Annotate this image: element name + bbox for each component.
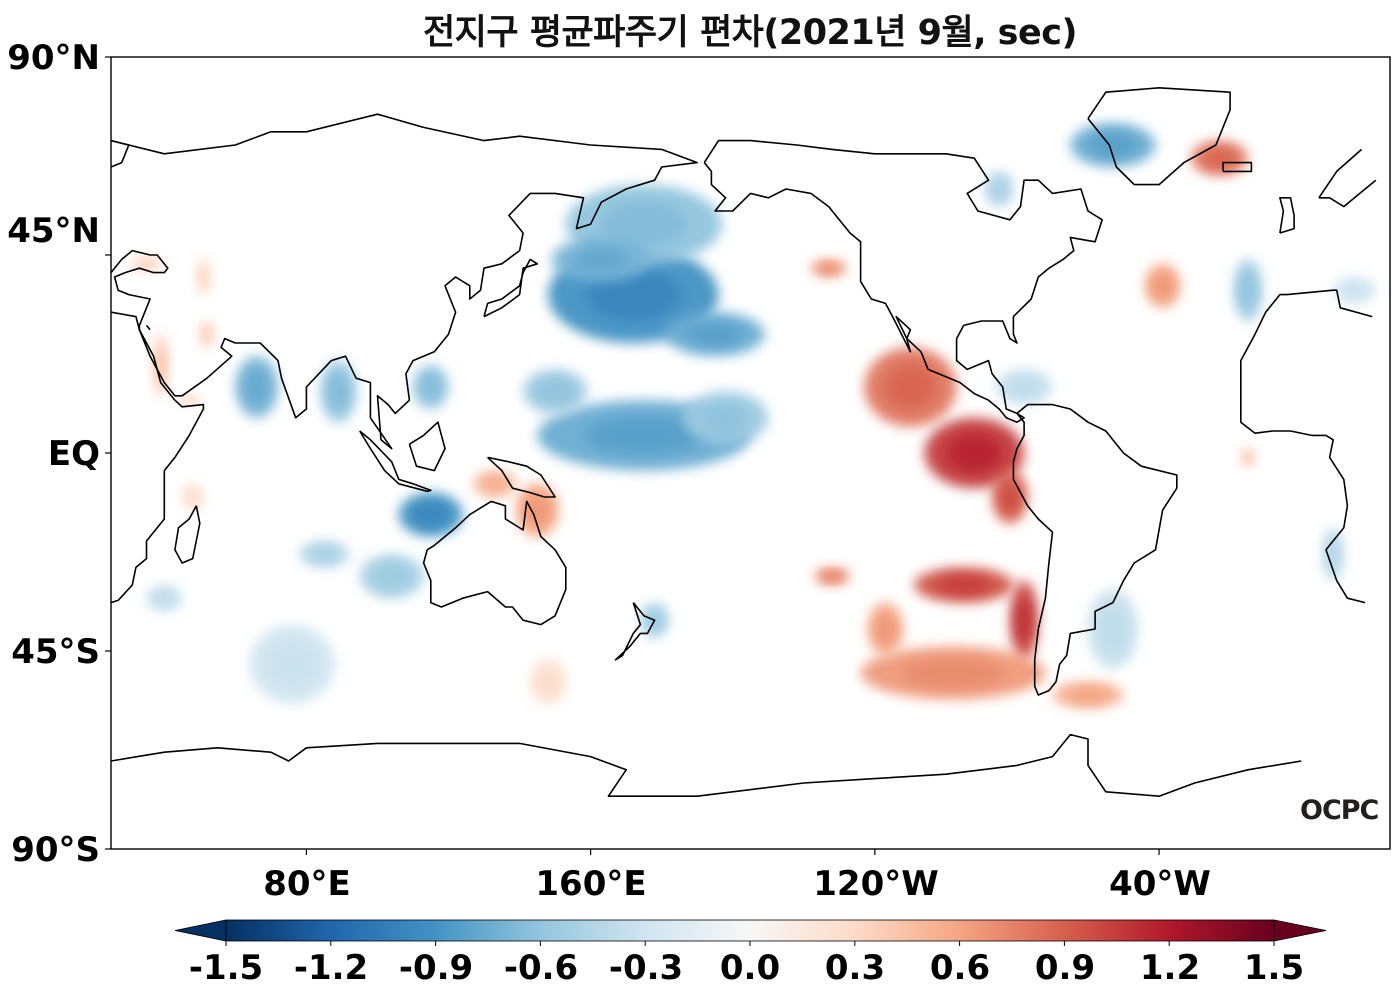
anomaly-region — [665, 312, 765, 357]
coastline-australia — [422, 500, 567, 626]
ytick-label-45n: 45°N — [7, 211, 100, 251]
colorbar-extend-min — [174, 919, 227, 942]
xtick-label-40w: 40°W — [1109, 864, 1211, 904]
colorbar-gradient — [225, 919, 1275, 942]
colorbar-tick-label: -0.9 — [398, 948, 474, 988]
anomaly-region — [867, 602, 904, 656]
anomaly-region — [359, 554, 424, 599]
anomaly-region — [1052, 681, 1124, 709]
coastline-new-zealand — [614, 602, 656, 661]
colorbar-tick-label: 1.5 — [1243, 948, 1305, 988]
coastline-layer — [111, 87, 1377, 797]
colorbar-tick-label: -1.5 — [188, 948, 264, 988]
anomaly-region — [1144, 263, 1181, 308]
anomaly-region — [810, 259, 847, 278]
anomaly-region — [199, 321, 215, 348]
coastline-iceland — [1222, 161, 1253, 173]
anomaly-region — [984, 171, 1014, 207]
anomaly-region — [1191, 140, 1248, 176]
anomaly-region — [523, 369, 588, 414]
anomaly-region — [1070, 123, 1156, 167]
anomaly-region — [249, 624, 335, 704]
colorbar-tick-label: 1.2 — [1139, 948, 1201, 988]
coastline-eurasia-africa — [111, 113, 698, 450]
colorbar-tick-label: -0.3 — [608, 948, 684, 988]
anomaly-region — [864, 347, 957, 427]
coastline-borneo — [408, 421, 446, 472]
coastline-greenland — [1087, 87, 1231, 186]
ytick-label-90n: 90°N — [7, 38, 100, 78]
anomaly-region — [682, 391, 769, 445]
ocpc-logo: OCPC — [1300, 795, 1379, 826]
anomaly-region — [132, 257, 161, 271]
anomaly-region — [924, 417, 1025, 489]
anomaly-region — [299, 541, 350, 568]
anomaly-region — [995, 369, 1053, 405]
coastline-north-america — [703, 139, 1103, 423]
coastline-uk — [1279, 197, 1295, 234]
coastline-scandinavia — [111, 139, 1377, 208]
coastline-africa-east — [111, 311, 205, 604]
colorbar-tick-label: 0.0 — [719, 948, 781, 988]
colorbar-tick-label: 0.9 — [1034, 948, 1096, 988]
anomaly-region — [913, 567, 1014, 603]
colorbar-tick-label: -0.6 — [503, 948, 579, 988]
coastline-japan — [483, 258, 539, 318]
anomaly-region — [235, 356, 278, 418]
anomaly-region — [178, 395, 200, 405]
coastline-south-america — [1012, 403, 1178, 696]
anomaly-region — [146, 585, 183, 612]
colorbar-tick-label: -1.2 — [293, 948, 369, 988]
xtick-label-120w: 120°W — [813, 864, 939, 904]
anomaly-region — [1333, 277, 1376, 304]
anomaly-region — [1240, 448, 1255, 467]
colorbar-extend-max — [1273, 919, 1327, 942]
ytick-label-45s: 45°S — [11, 632, 100, 672]
anomaly-region — [1233, 259, 1263, 322]
anomaly-region — [814, 567, 850, 585]
ytick-label-90s: 90°S — [11, 830, 100, 870]
anomaly-region — [412, 365, 449, 409]
colorbar-tick-label: 0.3 — [824, 948, 886, 988]
map-background — [111, 57, 1390, 849]
coastline-sumatra-java — [359, 430, 432, 493]
anomaly-region — [992, 470, 1028, 524]
xtick-label-160e: 160°E — [535, 864, 647, 904]
anomaly-region — [320, 360, 357, 423]
colorbar — [174, 919, 1327, 946]
anomaly-layer — [132, 123, 1376, 709]
coastline-arabia-red — [145, 324, 151, 331]
anomaly-region — [551, 237, 652, 282]
coastline-new-guinea — [487, 456, 556, 498]
anomaly-region — [182, 483, 204, 511]
anomaly-region — [530, 659, 566, 704]
colorbar-tick-label: 0.6 — [929, 948, 991, 988]
chart-title: 전지구 평균파주기 편차(2021년 9월, sec) — [422, 13, 1078, 53]
ytick-label-eq: EQ — [47, 434, 100, 474]
anomaly-region — [1009, 580, 1039, 660]
anomaly-region — [398, 492, 463, 537]
anomaly-region — [196, 259, 211, 295]
coastline-madagascar — [174, 505, 201, 564]
xtick-label-80e: 80°E — [263, 864, 351, 904]
anomaly-region — [860, 646, 1046, 700]
axis-ticks — [105, 56, 1160, 855]
coastline-antarctica — [111, 733, 1302, 797]
